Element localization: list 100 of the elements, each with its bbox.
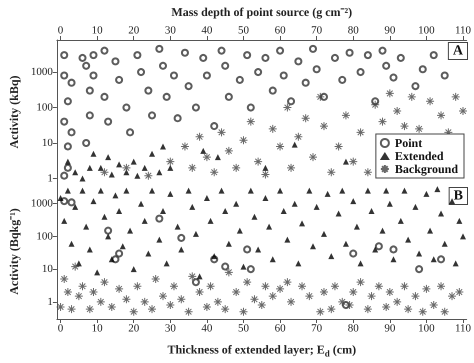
point	[155, 214, 164, 223]
x-tick-label: 70	[311, 322, 323, 334]
point	[160, 143, 166, 150]
x-tick-label: 100	[418, 24, 436, 36]
point	[68, 198, 76, 206]
point	[276, 142, 285, 151]
point	[437, 255, 446, 264]
point	[268, 124, 278, 134]
point	[90, 150, 96, 157]
point	[348, 157, 358, 166]
point	[167, 164, 174, 171]
point	[98, 164, 104, 171]
point	[385, 88, 394, 98]
point	[246, 117, 256, 126]
point	[116, 161, 122, 168]
x-tick-label: 110	[454, 322, 472, 334]
y-axis-title: Activity (kBq)	[7, 76, 21, 148]
point	[200, 148, 206, 154]
point	[108, 171, 115, 178]
point	[292, 142, 298, 148]
point	[104, 226, 112, 235]
legend-label: Extended	[394, 149, 444, 163]
x-tick-label: 50	[238, 322, 250, 334]
y-tick-label: 1	[47, 172, 53, 184]
x-tick-label: 0	[58, 322, 64, 334]
point	[308, 152, 318, 162]
y-tick-label: 1000	[30, 198, 54, 210]
point	[341, 110, 350, 120]
point	[262, 164, 268, 171]
point	[415, 265, 424, 274]
x-tick-label: 10	[92, 24, 104, 36]
x-tick-label: 30	[164, 24, 176, 36]
x-tick-label: 70	[311, 24, 323, 36]
x-tick-label: 30	[164, 322, 176, 334]
point	[100, 168, 109, 177]
point	[254, 157, 263, 166]
point	[224, 146, 234, 156]
y-tick-label: 10	[42, 263, 54, 276]
point	[334, 142, 344, 151]
point	[363, 168, 372, 177]
point	[243, 245, 252, 254]
y-tick-label: 1	[47, 296, 53, 308]
x-tick-label: 60	[274, 24, 286, 36]
x-tick-label: 110	[454, 24, 472, 36]
point	[260, 170, 270, 179]
x-tick-label: 40	[201, 322, 213, 334]
point	[326, 168, 336, 177]
point	[426, 96, 435, 106]
y-tick-label: 100	[36, 102, 54, 114]
point	[149, 150, 156, 157]
y-tick-label: 1000	[30, 66, 54, 78]
point	[246, 265, 255, 274]
point	[389, 245, 398, 254]
point	[180, 142, 190, 151]
x-tick-label: 90	[384, 322, 396, 334]
point	[64, 158, 71, 165]
y-tick-label: 10	[42, 137, 54, 150]
point	[342, 158, 349, 165]
point	[374, 242, 383, 250]
x-tick-label: 0	[58, 24, 64, 36]
point	[414, 124, 424, 134]
x-tick-label: 60	[274, 322, 286, 334]
y-axis-title: Activity (Bqkg⁻¹)	[7, 208, 21, 295]
legend-label: Background	[394, 162, 458, 176]
x-tick-label: 100	[418, 322, 436, 334]
point	[436, 110, 446, 120]
annotation: A	[452, 44, 464, 58]
point	[202, 152, 212, 162]
point	[130, 158, 137, 165]
point	[166, 157, 175, 166]
x-tick-label: 20	[128, 24, 140, 36]
x-tick-label: 20	[128, 322, 140, 334]
point	[458, 106, 468, 116]
point	[349, 250, 358, 258]
x-tick-label: 80	[348, 24, 360, 36]
point	[214, 154, 221, 160]
point	[238, 136, 248, 145]
point	[451, 92, 460, 102]
point	[188, 163, 197, 172]
point	[286, 163, 296, 172]
point	[177, 234, 186, 242]
point	[134, 172, 140, 179]
annotation: B	[454, 188, 464, 204]
point	[282, 103, 292, 112]
point	[392, 106, 402, 116]
x-tick-label: 80	[348, 322, 360, 334]
point	[301, 114, 310, 123]
point	[72, 169, 78, 176]
point	[122, 163, 131, 172]
x-axis-title: Mass depth of point source (g cm⁻²)	[171, 5, 352, 19]
point	[217, 128, 226, 137]
x-tick-label: 40	[201, 24, 213, 36]
point	[144, 171, 153, 180]
point	[400, 122, 409, 131]
point	[142, 164, 148, 171]
point	[86, 164, 93, 171]
point	[232, 163, 241, 172]
point	[195, 132, 204, 142]
y-tick-label: 100	[36, 230, 54, 242]
point	[294, 132, 303, 142]
